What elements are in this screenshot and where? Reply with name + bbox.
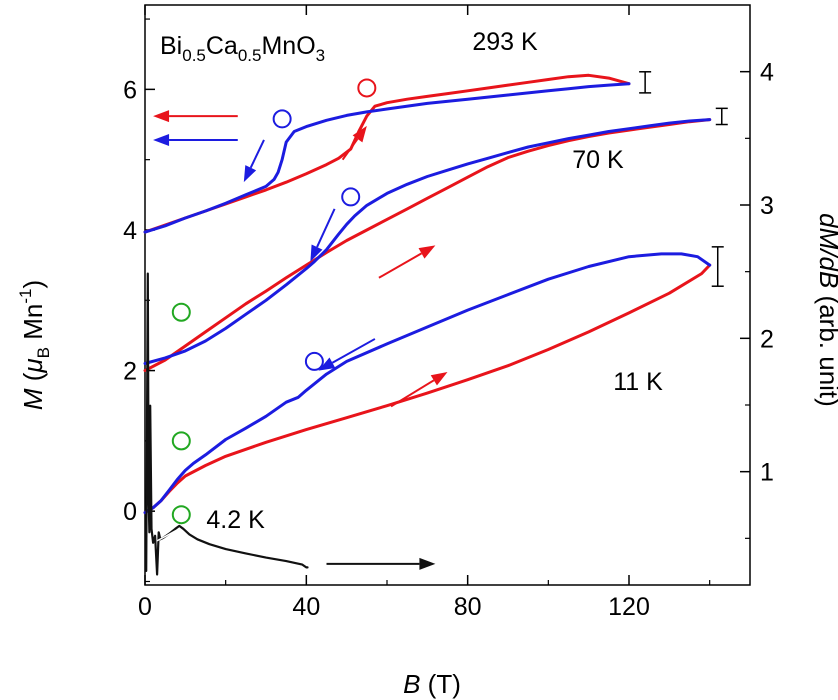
blue-arrow-shaft [316, 208, 336, 248]
black-arrow-head [419, 557, 436, 570]
green-circle-marker [171, 505, 191, 525]
red-arrow-head [418, 245, 436, 259]
y-left-tick-label: 4 [123, 217, 137, 245]
x-tick-label: 120 [608, 593, 650, 621]
red-arrow-shaft [341, 138, 359, 161]
plot-area: 0 40 80 120 0 2 4 6 1 2 3 4 293 K 70 K 11 K 4.2 K [123, 4, 774, 621]
blue-arrow-head [310, 244, 323, 262]
red-arrow-head [352, 125, 367, 143]
derivative-highlight [156, 530, 185, 542]
red-arrow-head [153, 110, 170, 123]
compound-label: Bi0.5Ca0.5MnO3 [160, 32, 325, 65]
blue-circle-marker [341, 187, 361, 207]
y-right-tick-label: 3 [760, 192, 774, 220]
y-axis-left-label: M (μB Mn-1) [16, 280, 53, 410]
curve-70k-down-sweep [143, 118, 712, 365]
green-circle-marker [171, 302, 191, 322]
y-left-tick-label: 0 [123, 498, 137, 526]
curve-293k-up-sweep [143, 73, 631, 234]
y-right-tick-label: 1 [760, 459, 774, 487]
y-left-tick-label: 2 [123, 358, 137, 386]
blue-circle-marker [304, 351, 324, 371]
x-axis-label: B (T) [403, 669, 461, 699]
blue-arrow-shaft [331, 338, 376, 364]
y-left-tick-label: 6 [123, 76, 137, 104]
blue-arrow-head [318, 357, 336, 371]
plot-frame [144, 4, 751, 586]
blue-arrow-shaft [249, 139, 265, 169]
y-right-tick-label: 2 [760, 325, 774, 353]
x-tick-label: 0 [138, 593, 152, 621]
red-arrow-head [430, 371, 448, 386]
derivative-label: 4.2 K [206, 506, 265, 534]
blue-arrow-head [153, 133, 170, 146]
series-label-293k: 293 K [472, 28, 538, 56]
series-label-11k: 11 K [613, 368, 663, 396]
curve-70k-up-sweep [143, 118, 712, 373]
red-arrow-shaft [378, 252, 423, 279]
blue-circle-marker [272, 109, 292, 129]
curve-11k-down-sweep [143, 252, 712, 515]
y-axis-right-label: dM/dB (arb. unit) [814, 213, 838, 407]
blue-arrow-head [243, 165, 257, 183]
y-right-tick-label: 4 [760, 59, 774, 87]
x-tick-label: 40 [292, 593, 320, 621]
red-arrow-shaft [390, 379, 435, 408]
series-label-70k: 70 K [572, 146, 624, 174]
green-circle-marker [171, 431, 191, 451]
red-circle-marker [357, 78, 377, 98]
x-tick-label: 80 [454, 593, 482, 621]
curve-293k-down-sweep [143, 82, 631, 234]
